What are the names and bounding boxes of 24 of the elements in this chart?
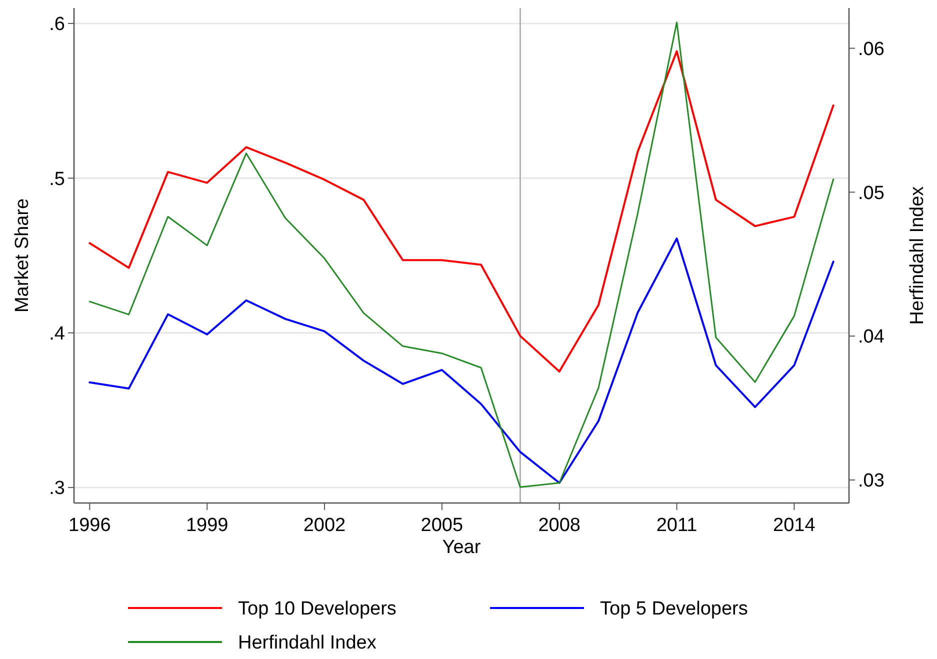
x-tick-label: 2011 <box>656 515 698 536</box>
y2-tick-label: .06 <box>858 38 884 60</box>
x-tick-label: 1999 <box>186 515 228 536</box>
line-series <box>88 50 834 373</box>
line-series <box>88 237 834 484</box>
y2-tick-label: .03 <box>858 470 884 492</box>
x-tick-label: 1996 <box>68 515 111 536</box>
x-tick-label: 2005 <box>420 515 464 536</box>
y2-tick-label: .04 <box>858 326 885 348</box>
y-tick-label: .6 <box>49 14 65 36</box>
x-tick-label: 2014 <box>773 515 816 536</box>
x-tick-label: 2002 <box>303 515 346 536</box>
x-tick-label: 2008 <box>538 515 580 536</box>
legend-label: Top 5 Developers <box>600 598 748 620</box>
x-axis-title: Year <box>442 537 482 558</box>
y-axis-title: Market Share <box>12 198 33 313</box>
y-tick-label: .3 <box>49 478 65 500</box>
y2-tick-label: .05 <box>858 182 884 204</box>
legend-label: Top 10 Developers <box>238 598 396 620</box>
y-tick-label: .5 <box>49 168 65 190</box>
legend-label: Herfindahl Index <box>238 632 377 654</box>
line-series <box>88 22 834 488</box>
y-tick-label: .4 <box>49 323 66 344</box>
y2-axis-title: Herfindahl Index <box>907 186 928 325</box>
